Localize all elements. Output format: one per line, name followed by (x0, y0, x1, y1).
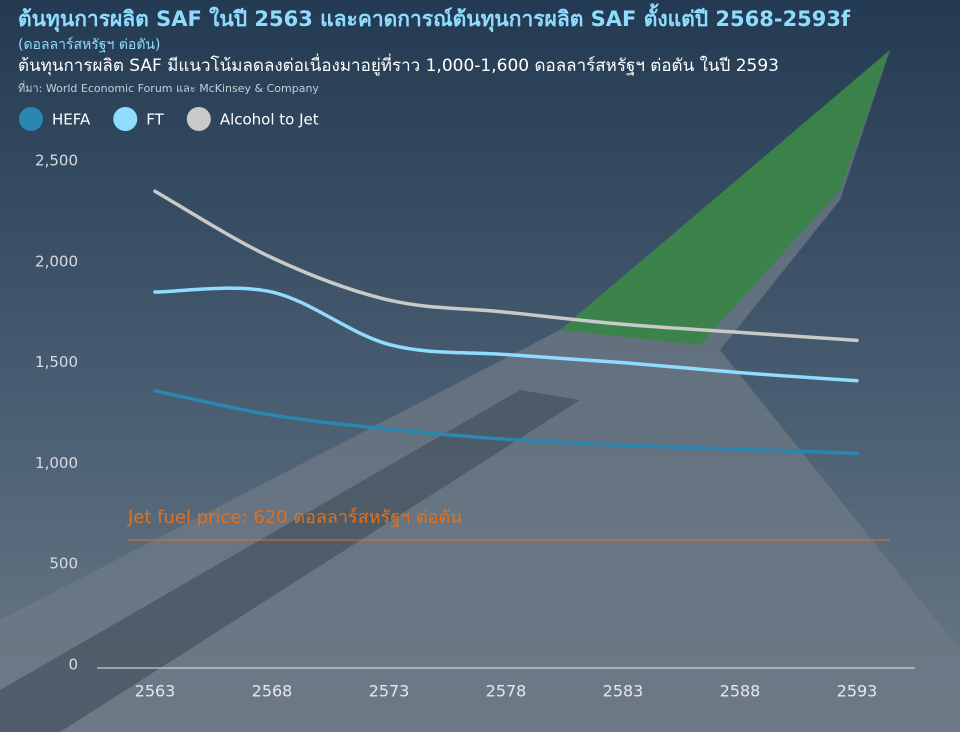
legend-label: HEFA (52, 111, 91, 129)
legend-swatch (113, 107, 138, 131)
y-tick-label: 0 (68, 656, 78, 674)
series-line (153, 286, 859, 383)
y-tick-label: 1,000 (35, 454, 78, 472)
legend-label: Alcohol to Jet (220, 111, 319, 129)
legend: HEFA FT Alcohol to Jet (19, 107, 319, 131)
y-tick-label: 2,500 (35, 152, 78, 170)
wing-stripe (560, 50, 890, 345)
legend-label: FT (146, 111, 164, 129)
unit-label: (ดอลลาร์สหรัฐฯ ต่อตัน) (18, 36, 160, 53)
legend-swatch (19, 107, 43, 131)
x-tick-label: 2578 (486, 682, 527, 701)
series-line (153, 389, 859, 456)
series-line (153, 189, 859, 343)
legend-swatch (186, 107, 211, 131)
x-tick-label: 2563 (135, 682, 176, 701)
chart-title: ต้นทุนการผลิต SAF ในปี 2563 และคาดการณ์ต… (18, 3, 851, 33)
x-tick-label: 2568 (252, 682, 293, 701)
x-tick-label: 2588 (720, 682, 761, 701)
subtitle: ต้นทุนการผลิต SAF มีแนวโน้มลดลงต่อเนื่อง… (18, 53, 779, 76)
reference-label: Jet fuel price: 620 ดอลลาร์สหรัฐฯ ต่อตัน (127, 507, 462, 528)
y-tick-label: 500 (49, 555, 78, 573)
y-tick-label: 2,000 (35, 252, 78, 270)
y-tick-label: 1,500 (35, 353, 78, 371)
x-tick-label: 2593 (837, 682, 878, 701)
x-tick-label: 2573 (369, 682, 410, 701)
wing-panel (0, 390, 580, 732)
source: ที่มา: World Economic Forum และ McKinsey… (18, 80, 319, 95)
x-tick-label: 2583 (603, 682, 644, 701)
